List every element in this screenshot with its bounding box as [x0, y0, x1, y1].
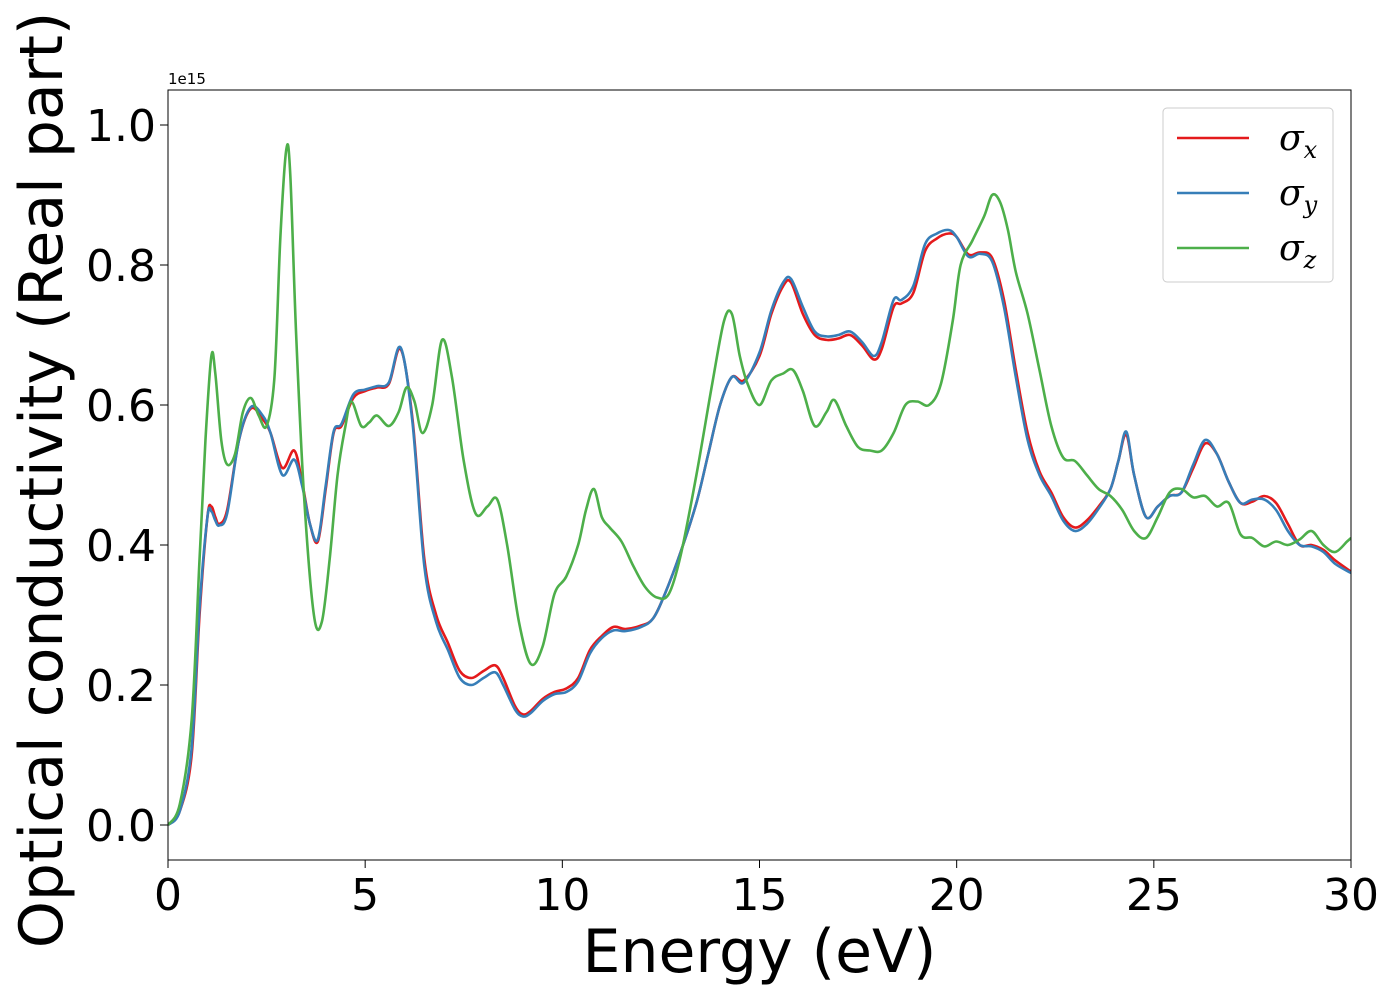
series-line-sigma-z — [168, 143, 1351, 826]
legend: σx σy σz — [1162, 107, 1334, 283]
y-tick-label: 1.0 — [86, 101, 156, 152]
series-lines — [168, 143, 1351, 827]
y-tick-label: 0.0 — [86, 801, 156, 852]
y-tick-label: 0.8 — [86, 241, 156, 292]
x-tick-label: 5 — [351, 870, 379, 921]
x-axis-title: Energy (eV) — [583, 917, 937, 987]
legend-label-sigma-z: σz — [1279, 228, 1317, 274]
x-tick-label: 0 — [154, 870, 182, 921]
y-tick-label: 0.2 — [86, 661, 156, 712]
y-tick-label: 0.6 — [86, 381, 156, 432]
x-tick-label: 15 — [732, 870, 788, 921]
x-tick-label: 30 — [1323, 870, 1379, 921]
legend-label-sigma-y: σy — [1279, 173, 1318, 219]
legend-label-sigma-x: σx — [1279, 118, 1318, 164]
x-tick-label: 20 — [929, 870, 985, 921]
y-offset-label: 1e15 — [168, 70, 206, 88]
legend-frame — [1162, 107, 1334, 283]
y-axis-title: Optical conductivity (Real part) — [7, 12, 77, 949]
x-axis: 0 5 10 15 20 25 30 — [154, 860, 1379, 921]
x-tick-label: 10 — [534, 870, 590, 921]
series-line-sigma-y — [168, 228, 1351, 827]
x-tick-label: 25 — [1126, 870, 1182, 921]
y-axis: 0.0 0.2 0.4 0.6 0.8 1.0 — [86, 101, 168, 852]
y-tick-label: 0.4 — [86, 521, 156, 572]
